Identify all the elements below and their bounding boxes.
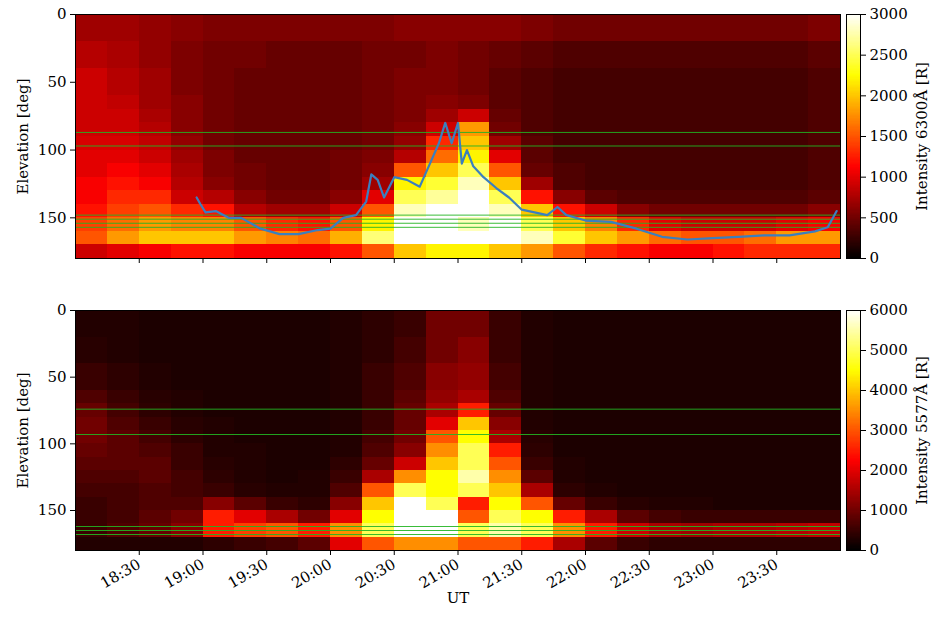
svg-text:5000: 5000	[870, 341, 908, 359]
svg-text:19:30: 19:30	[225, 555, 271, 592]
svg-text:50: 50	[47, 73, 66, 91]
svg-text:2000: 2000	[870, 461, 908, 479]
svg-text:4000: 4000	[870, 381, 908, 399]
svg-text:50: 50	[47, 368, 66, 386]
svg-text:3000: 3000	[870, 421, 908, 439]
svg-text:20:30: 20:30	[352, 555, 398, 592]
svg-text:19:00: 19:00	[161, 555, 207, 592]
svg-text:Elevation [deg]: Elevation [deg]	[14, 78, 32, 194]
svg-text:21:30: 21:30	[480, 555, 526, 592]
svg-text:Elevation [deg]: Elevation [deg]	[14, 372, 32, 488]
svg-text:150: 150	[38, 501, 67, 519]
svg-text:23:30: 23:30	[735, 555, 781, 592]
svg-text:1500: 1500	[870, 127, 908, 145]
svg-text:1000: 1000	[870, 501, 908, 519]
svg-text:1000: 1000	[870, 168, 908, 186]
svg-text:18:30: 18:30	[97, 555, 143, 592]
svg-text:UT: UT	[447, 589, 470, 607]
svg-text:6000: 6000	[870, 301, 908, 319]
svg-text:3000: 3000	[870, 5, 908, 23]
svg-text:500: 500	[870, 209, 899, 227]
svg-text:Intensity 5577Å [R]: Intensity 5577Å [R]	[913, 356, 931, 505]
svg-text:100: 100	[38, 435, 67, 453]
svg-text:22:00: 22:00	[543, 555, 589, 592]
svg-text:100: 100	[38, 141, 67, 159]
svg-text:0: 0	[57, 301, 67, 319]
svg-text:0: 0	[870, 541, 880, 559]
svg-text:22:30: 22:30	[607, 555, 653, 592]
svg-text:2500: 2500	[870, 46, 908, 64]
svg-text:2000: 2000	[870, 87, 908, 105]
svg-text:0: 0	[57, 5, 67, 23]
svg-text:20:00: 20:00	[288, 555, 334, 592]
svg-text:0: 0	[870, 249, 880, 267]
svg-text:Intensity 6300Å [R]: Intensity 6300Å [R]	[913, 62, 931, 211]
svg-text:150: 150	[38, 209, 67, 227]
svg-text:21:00: 21:00	[416, 555, 462, 592]
svg-text:23:00: 23:00	[671, 555, 717, 592]
